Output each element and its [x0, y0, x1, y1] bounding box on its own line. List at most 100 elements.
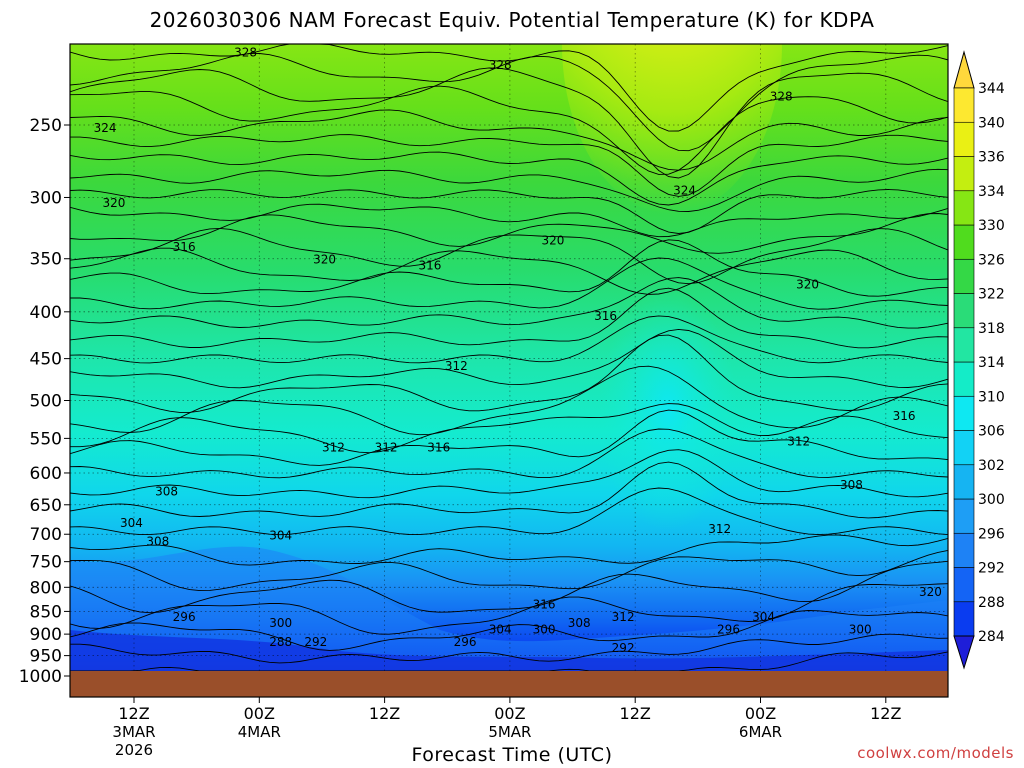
contour-line: [70, 239, 948, 297]
contour-line: [70, 168, 948, 212]
contour-line: [70, 403, 948, 454]
contour-label: 312: [322, 441, 345, 455]
contour-label: 292: [612, 641, 635, 655]
contour-label: 312: [787, 434, 810, 448]
contour-lines: [70, 44, 948, 671]
chart-title: 2026030306 NAM Forecast Equiv. Potential…: [149, 8, 875, 32]
colorbar-label: 300: [978, 492, 1005, 508]
y-tick-label: 350: [30, 250, 62, 270]
colorbar-swatch: [953, 430, 975, 466]
contour-label: 304: [269, 528, 292, 542]
contour-line: [70, 203, 948, 238]
contour-line: [70, 189, 948, 234]
colorbar-swatch: [953, 601, 975, 637]
contour-label: 320: [919, 585, 942, 599]
contour-label: 316: [594, 309, 617, 323]
colorbar-label: 284: [978, 629, 1005, 645]
colorbar-swatch: [953, 327, 975, 363]
colorbar-label: 322: [978, 287, 1005, 303]
x-tick-sublabel: 6MAR: [739, 723, 782, 741]
contour-line: [70, 227, 948, 285]
contour-label: 308: [840, 478, 863, 492]
contour-label: 300: [533, 622, 556, 636]
x-tick-sublabel: 5MAR: [488, 723, 531, 741]
contour-line: [70, 487, 948, 536]
contour-label: 304: [489, 622, 512, 636]
contour-line: [70, 85, 948, 175]
colorbar-label: 330: [978, 218, 1005, 234]
contour-label: 300: [269, 616, 292, 630]
colorbar-label: 302: [978, 458, 1005, 474]
contour-line: [70, 328, 948, 389]
y-tick-label: 850: [30, 602, 62, 622]
contour-line: [70, 534, 948, 566]
colorbar-max-arrow: [953, 50, 975, 89]
contour-line: [70, 428, 948, 479]
contour-label: 324: [673, 183, 696, 197]
colorbar-label: 334: [978, 184, 1005, 200]
y-tick-label: 750: [30, 553, 62, 573]
contour-label: 296: [717, 622, 740, 636]
y-tick-label: 450: [30, 350, 62, 370]
x-tick-label: 00Z: [244, 704, 275, 723]
colorbar-min-arrow: [953, 635, 975, 670]
contour-label: 304: [752, 610, 775, 624]
y-tick-label: 250: [30, 116, 62, 136]
contour-label: 316: [893, 409, 916, 423]
x-tick-sublabel: 3MAR: [112, 723, 155, 741]
colorbar-label: 296: [978, 526, 1005, 542]
colorbar-swatch: [953, 532, 975, 568]
plot-frame: [69, 43, 949, 698]
cold-core: [70, 630, 948, 671]
colorbar-swatch: [953, 361, 975, 397]
contour-line: [70, 213, 948, 254]
x-tick-label: 12Z: [369, 704, 400, 723]
contour-line: [70, 247, 948, 295]
contour-line: [70, 651, 948, 671]
colorbar-swatch: [953, 464, 975, 500]
x-tick-label: 00Z: [494, 704, 525, 723]
colorbar-swatch: [953, 121, 975, 157]
colorbar-swatch: [953, 567, 975, 603]
contour-label: 316: [427, 441, 450, 455]
y-tick-label: 1000: [19, 667, 62, 687]
colorbar-swatch: [953, 156, 975, 192]
y-tick-label: 300: [30, 188, 62, 208]
colorbar-swatch: [953, 224, 975, 260]
y-axis: 250 300 350 400 450 500 550 600 650 700 750 800 850 9…: [19, 116, 70, 687]
contour-line: [70, 365, 948, 436]
contour-line: [70, 409, 948, 466]
colorbar-swatch: [953, 87, 975, 123]
contour-label: 328: [489, 58, 512, 72]
contour-label: 312: [708, 522, 731, 536]
warm-anomaly: [562, 44, 782, 214]
contour-label: 312: [375, 441, 398, 455]
contour-line: [70, 633, 948, 664]
contour-label: 316: [173, 240, 196, 254]
y-tick-label: 600: [30, 464, 62, 484]
contour-label: 292: [304, 635, 327, 649]
y-tick-label: 550: [30, 429, 62, 449]
contour-line: [70, 583, 948, 635]
contour-label: 320: [313, 252, 336, 266]
colorbar-label: 336: [978, 150, 1005, 166]
contour-label: 308: [155, 484, 178, 498]
colorbar: 284 288 292 296 300 302 306 310 314 318 322 326 330 3…: [953, 50, 1005, 670]
colorbar-swatch: [953, 498, 975, 534]
x-axis-title: Forecast Time (UTC): [411, 744, 613, 766]
y-tick-label: 950: [30, 647, 62, 667]
x-tick-label: 12Z: [620, 704, 651, 723]
colorbar-swatch: [953, 190, 975, 226]
contour-label: 304: [120, 516, 143, 530]
contour-label: 328: [770, 89, 793, 103]
ground-strip: [70, 671, 948, 697]
y-tick-label: 900: [30, 625, 62, 645]
credit-link[interactable]: coolwx.com/models: [857, 744, 1014, 762]
contour-line: [70, 334, 948, 413]
contour-line: [70, 549, 948, 592]
x-tick-sublabel: 4MAR: [238, 723, 281, 741]
contour-label: 328: [234, 46, 257, 60]
y-tick-label: 650: [30, 496, 62, 516]
contour-labels: 328 328 328 324 324 320 320 320 320 316 316 316 316 3…: [94, 46, 942, 656]
